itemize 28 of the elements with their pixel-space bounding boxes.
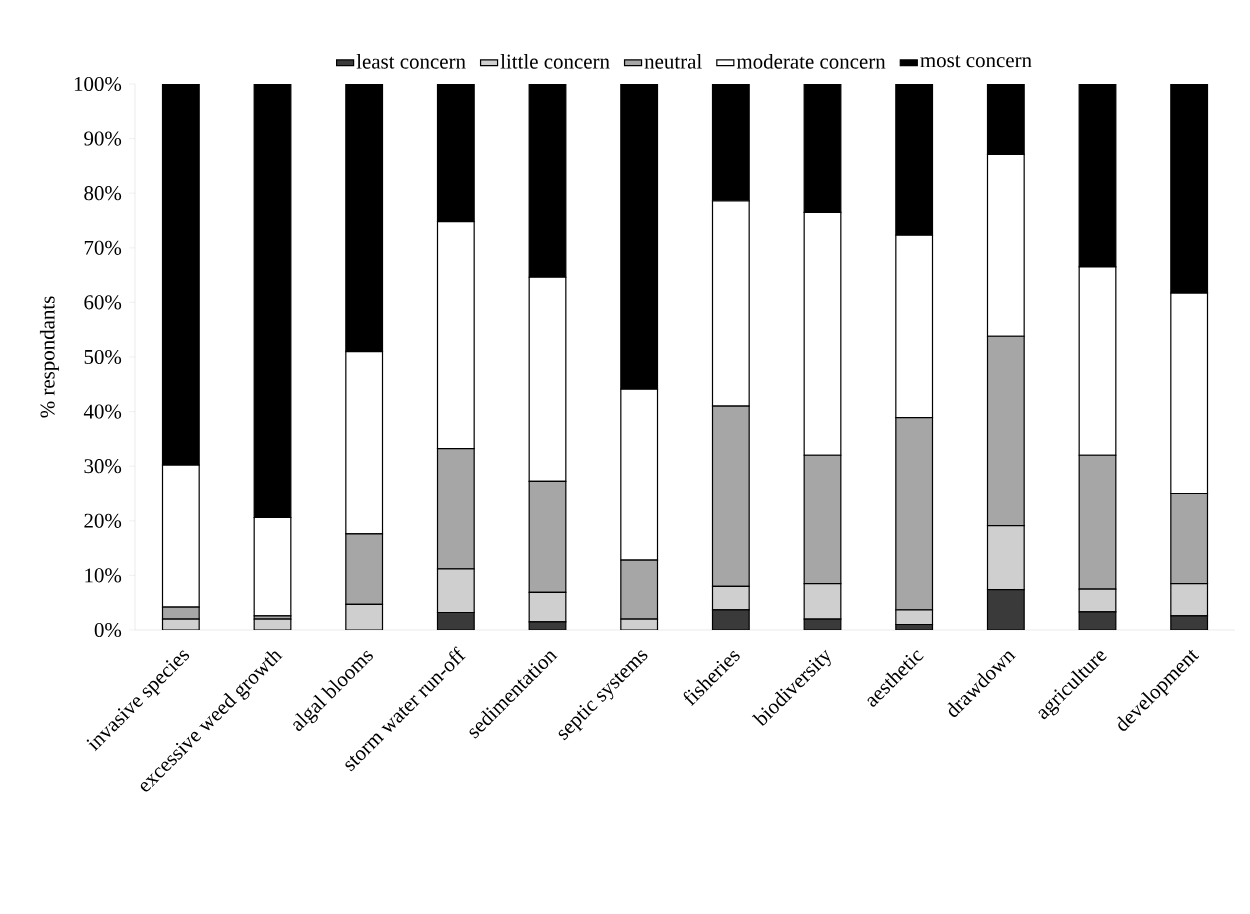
- bar: [1170, 582, 1209, 617]
- legend-label: neutral: [644, 53, 702, 69]
- legend-label: least concern: [356, 53, 466, 69]
- y-tick-label: 40%: [83, 404, 122, 419]
- y-tick-label: 50%: [84, 349, 122, 365]
- legend-label: most concern: [920, 55, 1032, 68]
- bar: [986, 525, 1025, 591]
- bar: [436, 611, 475, 630]
- legend-label: little concern: [500, 53, 610, 69]
- y-tick-label: 10%: [85, 568, 122, 583]
- bar: [803, 582, 842, 620]
- y-axis-title: % respondants: [39, 296, 59, 418]
- y-tick-label: 80%: [84, 186, 122, 201]
- bar: [986, 588, 1025, 630]
- y-tick-label: 20%: [84, 513, 122, 528]
- y-tick-label: 0%: [94, 622, 122, 638]
- bar: [1170, 615, 1209, 630]
- y-tick-label: 70%: [84, 240, 122, 255]
- bar: [711, 609, 750, 630]
- y-tick-label: 90%: [84, 131, 122, 146]
- y-tick-label: 100%: [74, 76, 122, 92]
- y-tick-label: 60%: [84, 295, 122, 310]
- bar: [528, 591, 567, 623]
- bar: [436, 568, 475, 614]
- legend-label: moderate concern: [736, 53, 886, 69]
- bar: [711, 585, 750, 611]
- bar: [895, 609, 934, 626]
- y-tick-label: 30%: [84, 459, 122, 474]
